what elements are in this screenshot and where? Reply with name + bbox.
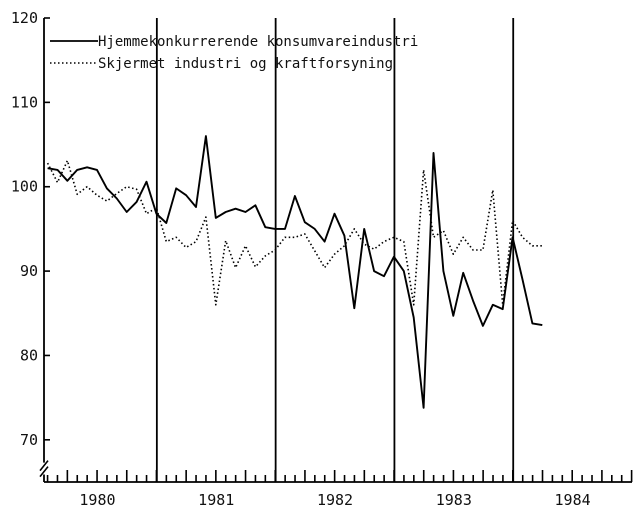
- year-dividers: [155, 18, 515, 482]
- series-line-hjemmekonkurrerende: [47, 135, 543, 409]
- legend-label-skjermet: Skjermet industri og kraftforsyning: [98, 56, 393, 72]
- x-tick-label: 1984: [555, 491, 591, 509]
- y-tick-label: 80: [20, 346, 38, 364]
- y-tick-label: 90: [20, 262, 38, 280]
- x-tick-label: 1983: [436, 491, 472, 509]
- x-axis-ticks: 1980 1981 1982 1983 1984: [46, 470, 633, 509]
- x-tick-label: 1981: [198, 491, 234, 509]
- y-tick-label: 110: [11, 93, 38, 111]
- y-tick-label: 70: [20, 431, 38, 449]
- axes: [39, 18, 632, 483]
- legend: Hjemmekonkurrerende konsumvareindustri S…: [50, 34, 418, 72]
- y-axis-ticks: 70 80 90 100 110 120: [11, 9, 50, 449]
- x-tick-label: 1980: [79, 491, 115, 509]
- series-lines: [46, 135, 543, 409]
- y-tick-label: 120: [11, 9, 38, 27]
- y-tick-label: 100: [11, 178, 38, 196]
- axis-break-mark: [39, 466, 49, 478]
- axis-break-mark: [39, 460, 49, 472]
- x-tick-label: 1982: [317, 491, 353, 509]
- legend-label-hjemmekonkurrerende: Hjemmekonkurrerende konsumvareindustri: [98, 34, 418, 50]
